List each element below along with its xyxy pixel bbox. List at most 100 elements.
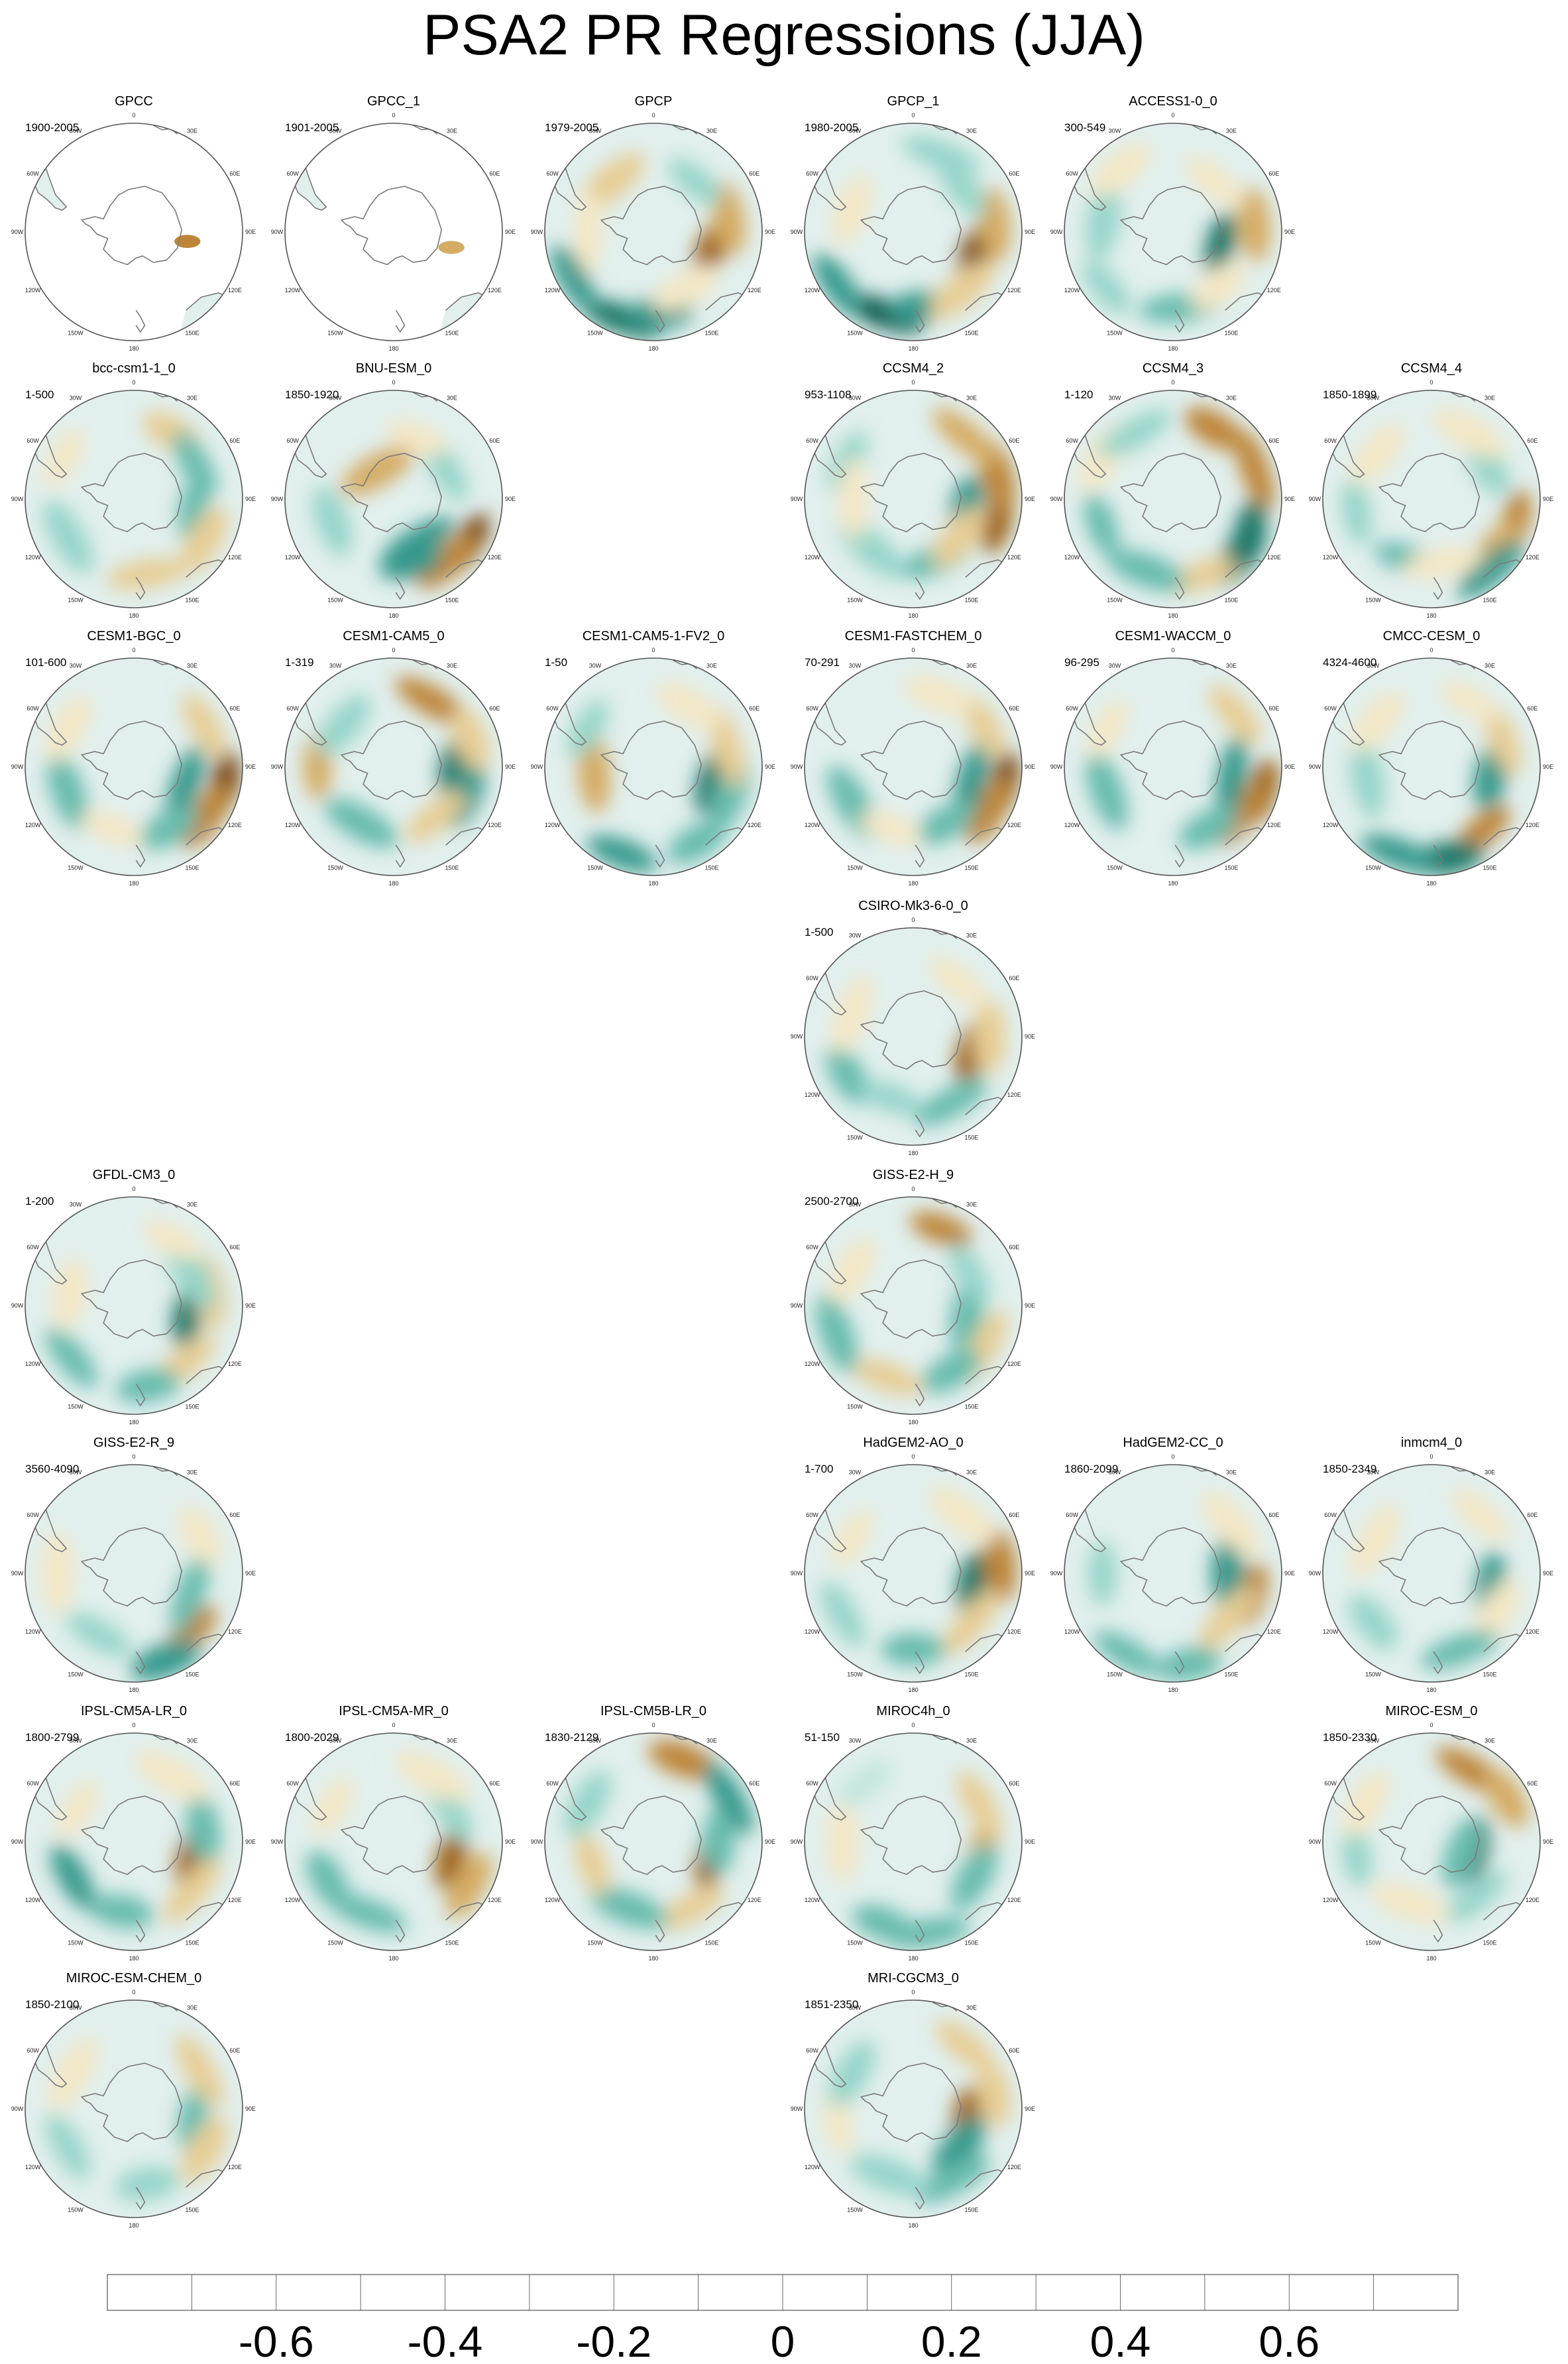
coastline: [915, 1651, 925, 1675]
longitude-label: 120W: [285, 1897, 301, 1903]
longitude-label: 90E: [765, 1838, 775, 1845]
panel-years: 1-500: [25, 388, 54, 401]
longitude-label: 60W: [27, 1244, 39, 1251]
longitude-label: 150E: [1224, 329, 1238, 336]
map-rim: [1322, 390, 1541, 608]
longitude-label: 90W: [1050, 496, 1063, 502]
map-rim: [804, 1196, 1023, 1415]
map-rim: [1322, 1464, 1541, 1683]
coastline: [600, 1795, 702, 1876]
longitude-label: 90E: [505, 496, 516, 502]
longitude-label: 60E: [1009, 975, 1019, 982]
longitude-label: 120W: [285, 554, 301, 561]
panel-title: CCSM4_2: [883, 361, 944, 376]
longitude-label: 60W: [806, 437, 818, 444]
longitude-label: 30E: [187, 395, 197, 402]
longitude-label: 120E: [1007, 1361, 1021, 1367]
longitude-label: 120E: [488, 822, 502, 828]
map-rim: [284, 123, 503, 341]
longitude-label: 90E: [1284, 496, 1295, 502]
coastline: [1119, 720, 1222, 801]
longitude-label: 60E: [489, 437, 500, 444]
longitude-label: 90W: [271, 229, 284, 235]
anomaly-feature: [45, 1328, 98, 1388]
anomaly-feature: [1402, 547, 1484, 579]
coastline: [80, 186, 183, 266]
anomaly-feature: [41, 1532, 74, 1615]
map-panel: 0 30E 60E 90E 120E 150E 180 150W 120W 90W 60W 30W Ha…: [791, 1435, 1035, 1693]
longitude-label: 120E: [1007, 287, 1021, 294]
panel-years: 1-500: [805, 926, 833, 938]
longitude-label: 120E: [228, 1361, 242, 1367]
map-rim: [1064, 123, 1282, 341]
coastline: [1433, 844, 1443, 868]
longitude-label: 120W: [25, 1897, 41, 1903]
map-panel: 0 30E 60E 90E 120E 150E 180 150W 120W 90W 60W 30W GP…: [531, 94, 775, 352]
longitude-label: 120W: [1323, 1628, 1339, 1635]
anomaly-feature: [176, 2034, 224, 2108]
longitude-label: 0: [911, 1722, 915, 1728]
anomaly-feature: [932, 507, 986, 568]
longitude-label: 60W: [27, 170, 39, 177]
anomaly-feature: [1086, 752, 1128, 830]
map-panel: 0 30E 60E 90E 120E 150E 180 150W 120W 90W 60W 30W CC…: [1050, 361, 1295, 619]
longitude-label: 0: [1429, 647, 1433, 653]
coastline: [395, 844, 406, 868]
longitude-label: 150E: [1483, 596, 1496, 603]
longitude-label: 0: [132, 647, 135, 653]
panel-years: 1860-2099: [1064, 1463, 1118, 1475]
coastline: [135, 310, 146, 333]
anomaly-feature: [965, 777, 1012, 844]
panel-title: MIROC-ESM_0: [1386, 1704, 1478, 1718]
longitude-label: 30E: [1226, 1469, 1237, 1476]
land-fill: [285, 164, 327, 211]
longitude-label: 150W: [847, 1671, 863, 1677]
coastline: [30, 431, 68, 478]
longitude-label: 150W: [68, 2206, 84, 2213]
longitude-label: 120E: [1007, 1897, 1021, 1903]
longitude-label: 120E: [488, 1897, 502, 1903]
panel-title: CMCC-CESM_0: [1383, 629, 1481, 644]
map-panel: 0 30E 60E 90E 120E 150E 180 150W 120W 90W 60W 30W CE…: [531, 629, 775, 887]
coastline: [915, 1114, 925, 1138]
coastline: [655, 844, 665, 868]
longitude-label: 120W: [25, 554, 41, 561]
map-panel: 0 30E 60E 90E 120E 150E 180 150W 120W 90W 60W 30W BN…: [271, 361, 516, 619]
longitude-label: 150W: [68, 1671, 84, 1677]
longitude-label: 90E: [245, 763, 256, 770]
coastline: [135, 844, 146, 868]
longitude-label: 60W: [1066, 170, 1078, 177]
colorbar-tick-label: -0.6: [239, 2317, 314, 2364]
longitude-label: 150E: [185, 1939, 199, 1946]
longitude-label: 120E: [1526, 1897, 1540, 1903]
anomaly-feature: [115, 1369, 181, 1403]
longitude-label: 0: [1429, 1453, 1433, 1460]
longitude-label: 60E: [1009, 705, 1019, 712]
coastline: [1069, 164, 1107, 211]
longitude-label: 0: [1429, 1722, 1433, 1728]
longitude-label: 60W: [27, 705, 39, 712]
anomaly-feature: [1107, 549, 1186, 592]
longitude-label: 0: [132, 379, 135, 386]
coastline: [395, 1919, 406, 1943]
coastline: [860, 2062, 962, 2143]
map-panel: 0 30E 60E 90E 120E 150E 180 150W 120W 90W 60W 30W in…: [1309, 1435, 1553, 1693]
anomaly-feature: [880, 1633, 946, 1666]
longitude-label: 60W: [286, 170, 299, 177]
anomaly-feature: [50, 1844, 95, 1910]
anomaly-feature: [317, 695, 371, 756]
longitude-label: 180: [908, 345, 918, 352]
longitude-label: 30E: [1484, 395, 1495, 402]
coastline: [30, 1774, 68, 1821]
longitude-label: 90E: [1543, 763, 1553, 770]
longitude-label: 30W: [70, 2005, 82, 2011]
longitude-label: 60W: [27, 2047, 39, 2054]
longitude-label: 180: [1426, 1687, 1436, 1693]
map-rim: [804, 1464, 1023, 1683]
coastline: [135, 1383, 146, 1407]
longitude-label: 0: [1171, 112, 1174, 119]
longitude-label: 30E: [966, 128, 977, 135]
longitude-label: 90E: [1025, 1302, 1035, 1309]
longitude-label: 150W: [68, 329, 84, 336]
